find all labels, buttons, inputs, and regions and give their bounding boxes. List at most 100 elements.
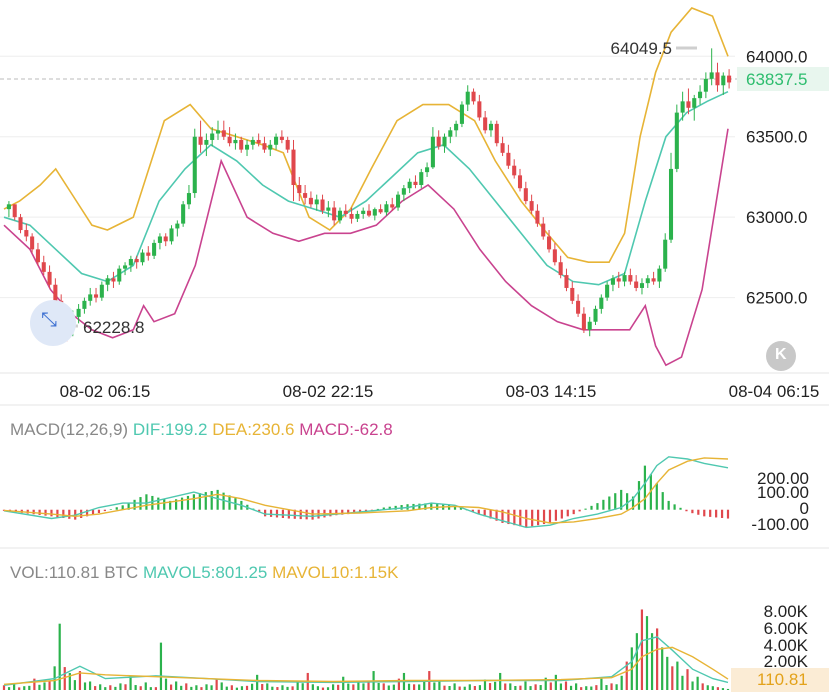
time-tick-label: 08-02 06:15 — [60, 382, 151, 401]
candle-body — [239, 139, 244, 150]
volume-bar — [139, 686, 142, 690]
macd-hist-bar — [281, 509, 285, 518]
candle-body — [471, 91, 476, 102]
volume-bar — [711, 686, 714, 690]
volume-bar — [661, 647, 664, 690]
volume-bar — [726, 688, 730, 690]
volume-bar — [88, 681, 92, 690]
collapse-button[interactable]: K — [766, 341, 796, 371]
macd-hist-bar — [661, 492, 664, 510]
macd-hist-bar — [145, 494, 148, 510]
volume-bar — [564, 681, 568, 690]
volume-bar — [23, 686, 26, 690]
expand-arrows-icon: ⤡ — [41, 309, 57, 331]
volume-tick-label: 6.00K — [764, 619, 809, 638]
candle-body — [134, 259, 139, 263]
price-tick-label: 64000.0 — [746, 47, 807, 66]
macd-tick-label: 100.00 — [757, 483, 809, 502]
candle-body — [361, 210, 366, 214]
candle-body — [332, 207, 337, 221]
macd-hist-bar — [68, 509, 71, 519]
candle-body — [547, 236, 552, 250]
candle-body — [413, 181, 418, 185]
period-low-marker[interactable]: ⤡ — [30, 300, 76, 346]
time-tick-label: 08-03 14:15 — [506, 382, 597, 401]
candle-body — [541, 223, 546, 237]
volume-bar — [175, 681, 178, 690]
candle-body — [140, 252, 145, 263]
candle-body — [30, 236, 35, 250]
macd-hist-bar — [507, 509, 510, 525]
volume-bar — [453, 683, 456, 690]
candle-body — [384, 204, 389, 213]
volume-bar — [418, 684, 421, 690]
candle-body — [210, 133, 215, 140]
volume-bar — [2, 685, 6, 690]
macd-hist-bar — [703, 509, 706, 517]
macd-hist-bar — [127, 502, 130, 510]
candle-body — [41, 262, 46, 272]
volume-bar — [645, 616, 649, 690]
volume-bar — [367, 681, 370, 690]
candle-body — [576, 300, 581, 314]
candle-body — [169, 228, 174, 242]
price-tick-label: 63500.0 — [746, 128, 807, 147]
volume-bar — [676, 661, 679, 690]
candle-body — [593, 308, 598, 322]
candle-body — [558, 262, 563, 276]
macd-hist-bar — [394, 505, 397, 510]
macd-hist-bar — [56, 509, 59, 518]
volume-bar — [337, 684, 340, 690]
volume-bar — [286, 686, 289, 690]
candle-body — [146, 252, 151, 256]
candle-body — [639, 283, 645, 288]
macd-hist-bar — [513, 509, 516, 526]
volume-bar — [78, 671, 82, 690]
volume-bar — [200, 687, 203, 690]
macd-hist-bar — [679, 507, 682, 510]
price-candles: 64049.5 62228.8 — [6, 39, 732, 342]
current-price-badge: 63837.5 — [737, 67, 829, 91]
volume-bar — [387, 685, 390, 690]
macd-hist-bar — [614, 493, 617, 510]
volume-bar — [443, 685, 446, 690]
volume-bar — [504, 683, 507, 690]
candle-body — [99, 284, 104, 298]
volume-bar — [590, 686, 593, 690]
volume-bar — [509, 683, 512, 690]
macd-hist-bar — [643, 465, 647, 510]
macd-hist-bar — [335, 509, 338, 516]
volume-bar — [245, 685, 249, 690]
candle-body — [47, 271, 52, 285]
volume-bar — [483, 679, 487, 690]
volume-bar — [499, 672, 502, 690]
band-upper — [3, 7, 729, 264]
candle-body — [53, 284, 58, 301]
candle-body — [552, 249, 557, 263]
macd-hist-bar — [287, 509, 290, 519]
macd-hist-bar — [192, 494, 196, 510]
macd-hist-bar — [216, 489, 219, 510]
macd-hist-bar — [531, 509, 534, 527]
macd-hist-bar — [483, 509, 486, 517]
candle-body — [692, 98, 697, 108]
candle-body — [105, 278, 110, 285]
macd-hist-bar — [501, 509, 504, 523]
volume-bar — [721, 688, 725, 690]
candle-body — [448, 130, 453, 137]
high-price-label: 64049.5 — [611, 39, 672, 58]
volume-bar — [180, 685, 183, 690]
macd-hist-bar — [631, 496, 635, 510]
volume-bar — [392, 684, 395, 690]
volume-bar — [448, 686, 451, 690]
candle-body — [18, 217, 23, 231]
volume-bar — [600, 678, 603, 690]
candle-body — [622, 275, 627, 282]
volume-bar — [33, 678, 36, 690]
volume-bar — [271, 686, 274, 690]
macd-hist-bar — [299, 509, 302, 520]
candle-body — [372, 209, 377, 216]
volume-bar — [397, 678, 401, 690]
volume-bar — [43, 682, 46, 690]
